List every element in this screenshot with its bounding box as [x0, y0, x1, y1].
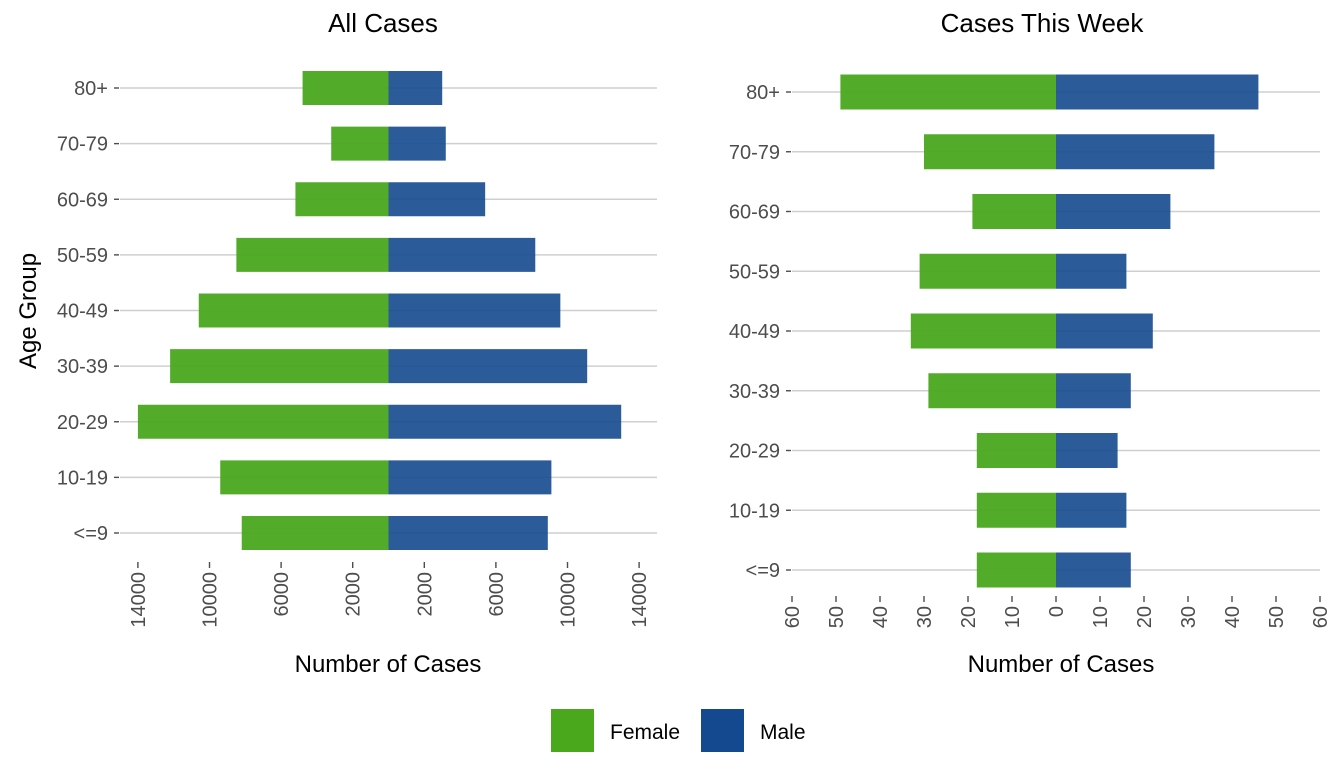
x-tick-label: 20: [1134, 606, 1156, 628]
x-tick-labels: 14000 10000 6000 2000 2000 6000 10000 14000: [128, 562, 651, 628]
bar-female-40-49: [198, 293, 389, 328]
x-tick-label: 40: [870, 606, 892, 628]
y-tick-label-10-19: 10-19: [729, 500, 780, 522]
x-tick-label: 30: [914, 606, 936, 628]
bars: [840, 74, 1259, 588]
y-tick-label-30-39: 30-39: [729, 381, 780, 403]
bar-female-30-39: [170, 349, 389, 384]
bar-male-30-39: [1056, 373, 1131, 409]
x-tick-label: 2000: [414, 572, 436, 617]
legend-label-female: Female: [610, 721, 680, 744]
bar-male-40-49: [388, 293, 561, 328]
bar-female-70-79: [924, 134, 1056, 170]
x-tick-label: 40: [1222, 606, 1244, 628]
bars: [137, 71, 622, 550]
bar-female-10-19: [220, 460, 389, 495]
bar-female-20-29: [976, 433, 1056, 468]
y-axis-label: Age Group: [15, 253, 42, 369]
y-tick-label-30-39: 30-39: [57, 356, 108, 378]
x-tick-label: 10000: [200, 572, 222, 628]
x-tick-label: 10: [1090, 606, 1112, 628]
x-tick-label: 10000: [558, 572, 580, 628]
y-tick-label-60-69: 60-69: [729, 202, 780, 224]
x-axis-label-all-cases: Number of Cases: [295, 651, 482, 678]
y-tick-label-80plus: 80+: [74, 78, 108, 100]
x-tick-label: 10: [1002, 606, 1024, 628]
bar-female-50-59: [236, 237, 389, 272]
bar-male-30-39: [388, 349, 588, 384]
x-tick-label: 6000: [486, 572, 508, 617]
y-tick-label-80plus: 80+: [746, 82, 780, 104]
bar-male-20-29: [388, 404, 622, 439]
bar-female-60-69: [972, 194, 1056, 229]
y-tick-label-le9: <=9: [74, 523, 108, 545]
bar-female-le9: [976, 552, 1056, 588]
y-tick-label-50-59: 50-59: [57, 245, 108, 267]
y-tick-label-10-19: 10-19: [57, 467, 108, 489]
legend-swatch-male: [701, 709, 744, 752]
bar-male-50-59: [388, 237, 536, 272]
x-tick-label: 14000: [629, 572, 651, 628]
x-tick-label: 2000: [343, 572, 365, 617]
y-tick-label-le9: <=9: [746, 560, 780, 582]
y-tick-label-20-29: 20-29: [729, 441, 780, 463]
bar-male-60-69: [1056, 194, 1171, 229]
x-tick-label: 20: [958, 606, 980, 628]
bar-male-le9: [388, 516, 548, 550]
bar-male-80plus: [388, 71, 443, 105]
bar-male-60-69: [388, 182, 486, 217]
x-axis-label-cases-this-week: Number of Cases: [968, 651, 1155, 678]
bar-male-70-79: [388, 126, 446, 161]
bar-male-10-19: [388, 460, 552, 495]
y-tick-label-40-49: 40-49: [57, 301, 108, 323]
bar-female-20-29: [137, 404, 389, 439]
x-tick-label: 60: [782, 606, 804, 628]
panel-all-cases: All Cases <=9 10-19 20-29 30-39 40-49 50-59 60…: [15, 8, 657, 678]
x-tick-label: 30: [1178, 606, 1200, 628]
bar-female-50-59: [919, 253, 1056, 289]
bar-male-40-49: [1056, 313, 1153, 349]
bar-female-40-49: [910, 313, 1056, 349]
y-tick-labels: <=9 10-19 20-29 30-39 40-49 50-59 60-69 70-79 80…: [729, 82, 791, 582]
x-tick-label: 14000: [128, 572, 150, 628]
bar-male-80plus: [1056, 74, 1259, 110]
x-tick-label: 50: [826, 606, 848, 628]
y-tick-label-70-79: 70-79: [729, 142, 780, 164]
x-tick-label: 6000: [271, 572, 293, 617]
y-tick-label-50-59: 50-59: [729, 261, 780, 283]
x-tick-label: 60: [1310, 606, 1332, 628]
legend: Female Male: [551, 709, 806, 752]
bar-female-70-79: [331, 126, 389, 161]
y-tick-label-40-49: 40-49: [729, 321, 780, 343]
y-tick-label-20-29: 20-29: [57, 412, 108, 434]
x-tick-labels: 60 50 40 30 20 10 0 10 20 30 40 50 60: [782, 596, 1332, 628]
panel-title-cases-this-week: Cases This Week: [941, 8, 1145, 38]
y-tick-label-70-79: 70-79: [57, 134, 108, 156]
bar-male-10-19: [1056, 492, 1127, 528]
bar-male-20-29: [1056, 433, 1118, 468]
panel-title-all-cases: All Cases: [328, 8, 438, 38]
y-tick-label-60-69: 60-69: [57, 189, 108, 211]
bar-female-10-19: [976, 492, 1056, 528]
bar-female-30-39: [928, 373, 1056, 409]
bar-male-le9: [1056, 552, 1131, 588]
bar-male-50-59: [1056, 253, 1127, 289]
panel-cases-this-week: Cases This Week <=9 10-19 20-29 30-39 40-49 5…: [729, 8, 1332, 678]
x-tick-label: 50: [1266, 606, 1288, 628]
bar-female-60-69: [295, 182, 389, 217]
legend-swatch-female: [551, 709, 594, 752]
x-tick-label: 0: [1046, 606, 1068, 617]
bar-male-70-79: [1056, 134, 1215, 170]
legend-label-male: Male: [760, 721, 806, 744]
y-tick-labels: <=9 10-19 20-29 30-39 40-49 50-59 60-69 70-79 80…: [57, 78, 119, 545]
bar-female-le9: [241, 516, 389, 550]
bar-female-80plus: [840, 74, 1056, 110]
bar-female-80plus: [302, 71, 389, 105]
